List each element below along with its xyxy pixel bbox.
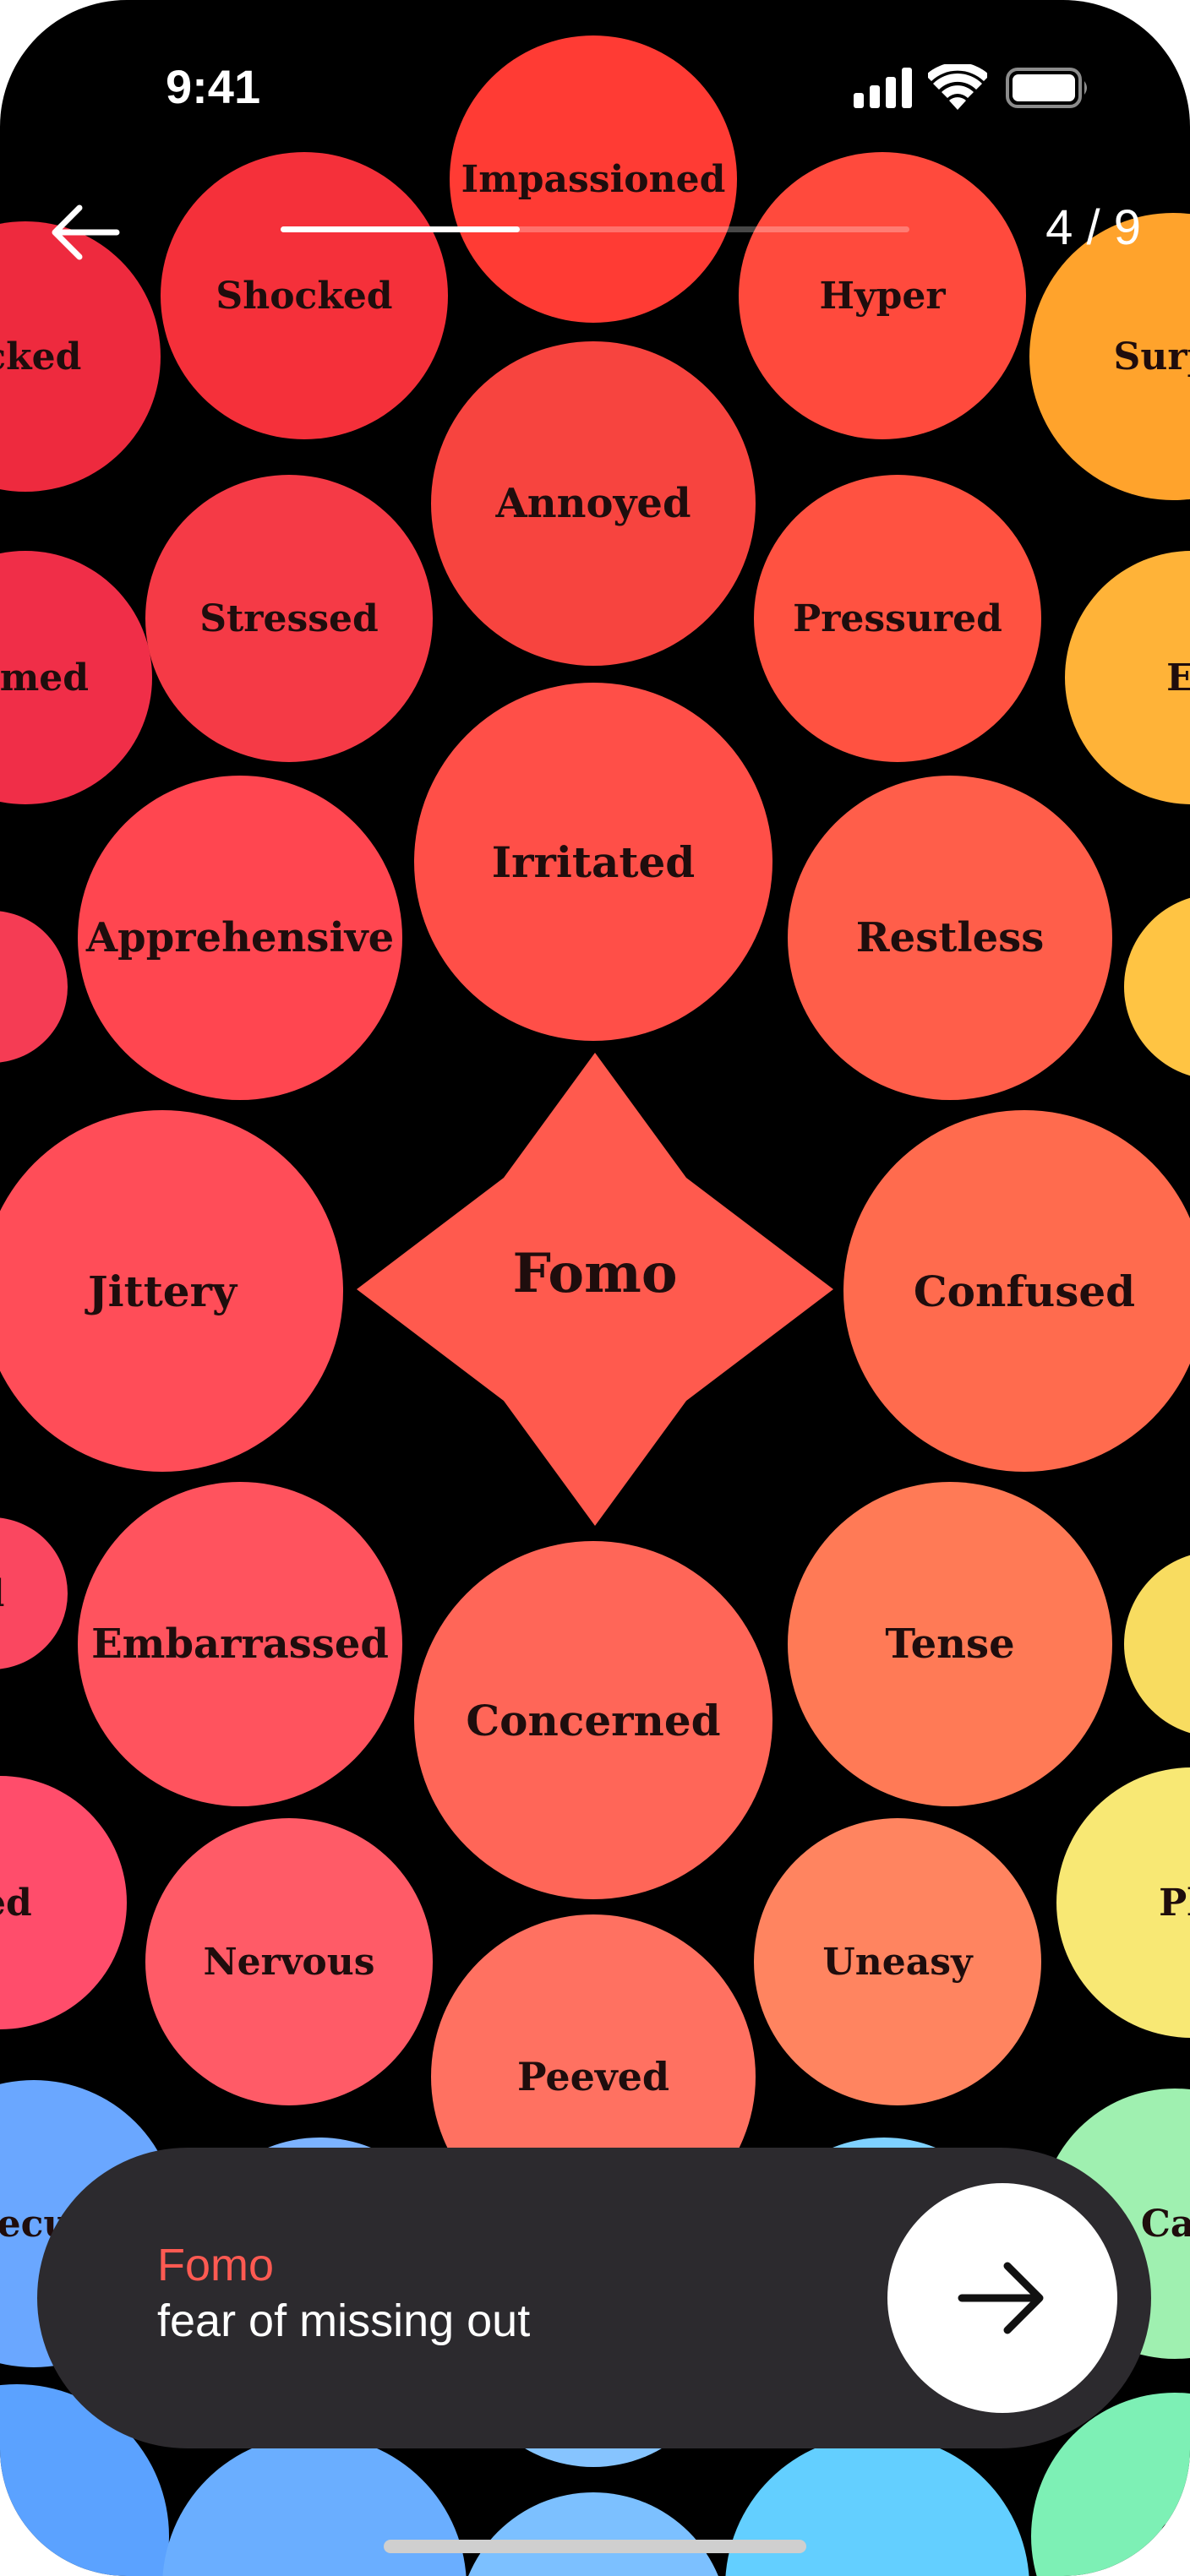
emotion-bubble-label: Irritated: [491, 836, 696, 887]
emotion-bubble-label: G: [1159, 2514, 1190, 2558]
center-emotion-label: Fomo: [512, 1242, 678, 1305]
progress-bar: [281, 226, 909, 232]
emotion-bubble-label: Hyper: [819, 274, 946, 318]
emotion-bubble-label: Impassioned: [461, 157, 726, 201]
emotion-bubble-label: icked: [0, 335, 82, 379]
emotion-bubble[interactable]: Irritated: [414, 683, 772, 1041]
emotion-bubble-label: t: [8, 2514, 26, 2558]
emotion-bubble-label: Stressed: [199, 596, 379, 640]
emotion-bubble[interactable]: Annoyed: [431, 341, 756, 666]
arrow-right-icon: [958, 2262, 1044, 2334]
emotion-bubble[interactable]: Restless: [788, 776, 1112, 1100]
emotion-bubble-label: Ex: [1166, 656, 1190, 700]
emotion-bubble-label: d: [0, 1572, 4, 1615]
emotion-bubble-label: Surpr: [1113, 335, 1190, 379]
emotion-bubble[interactable]: Tense: [788, 1482, 1112, 1806]
progress-bar-fill: [281, 226, 520, 232]
emotion-bubble[interactable]: Confused: [843, 1110, 1190, 1472]
next-button[interactable]: [887, 2183, 1117, 2413]
center-emotion-shape: [357, 1053, 833, 1526]
arrow-left-icon: [52, 204, 120, 260]
battery-icon: [1006, 68, 1087, 108]
emotion-bubble-label: Annoyed: [495, 480, 691, 527]
emotion-bubble-label: Tense: [885, 1620, 1015, 1668]
emotion-bubble-label: Ple: [1159, 1881, 1190, 1925]
emotion-bubble[interactable]: [725, 2435, 1029, 2576]
emotion-bubble[interactable]: Impassioned: [450, 35, 737, 323]
status-bar: 9:41: [0, 0, 1190, 169]
emotion-bubble[interactable]: Shocked: [161, 152, 448, 439]
emotion-bubble[interactable]: elmed: [0, 551, 152, 804]
emotion-bubble-label: Jittery: [87, 1266, 237, 1316]
emotion-bubble[interactable]: [0, 911, 68, 1063]
emotion-bubble[interactable]: Uneasy: [754, 1818, 1041, 2105]
back-button[interactable]: [47, 194, 123, 270]
home-indicator: [384, 2540, 806, 2553]
emotion-bubble[interactable]: Jittery: [0, 1110, 343, 1472]
emotion-bubble[interactable]: Embarrassed: [78, 1482, 402, 1806]
emotion-bubble-label: ied: [0, 1881, 32, 1925]
selected-emotion-word: Fomo: [157, 2240, 275, 2290]
emotion-bubble-label: Embarrassed: [91, 1620, 389, 1668]
emotion-bubble-label: Restless: [855, 914, 1045, 961]
emotion-bubble[interactable]: Pressured: [754, 475, 1041, 762]
emotion-bubble[interactable]: Stressed: [145, 475, 433, 762]
center-emotion-diamond: [357, 1053, 833, 1526]
emotion-bubble-label: Shocked: [216, 274, 393, 318]
emotion-bubble-label: Confused: [913, 1266, 1136, 1316]
emotion-bubble-label: Peeved: [516, 2054, 670, 2099]
wifi-icon: [928, 64, 987, 110]
emotion-bubble-label: Nervous: [203, 1940, 375, 1984]
emotion-bubble-label: Concerned: [466, 1695, 721, 1745]
emotion-bubble-label: Uneasy: [822, 1940, 973, 1984]
emotion-bubble-label: Cal: [1140, 2202, 1190, 2246]
emotion-bubble[interactable]: Concerned: [414, 1541, 772, 1899]
emotion-bubble[interactable]: Ple: [1056, 1767, 1190, 2038]
emotion-bubble[interactable]: [162, 2435, 467, 2576]
emotion-bubble[interactable]: Nervous: [145, 1818, 433, 2105]
emotion-bubble[interactable]: Apprehensive: [78, 776, 402, 1100]
emotion-bubble-label: elmed: [0, 656, 90, 700]
emotion-bubble[interactable]: [1124, 1551, 1190, 1737]
emotion-bubble[interactable]: Hyper: [739, 152, 1026, 439]
emotion-bubble[interactable]: ied: [0, 1776, 127, 2029]
selected-emotion-card: Fomo fear of missing out: [37, 2148, 1151, 2448]
emotion-bubble[interactable]: [458, 2492, 729, 2576]
signal-icon: [854, 68, 912, 108]
step-counter: 4 / 9: [1045, 200, 1141, 255]
emotion-bubble[interactable]: d: [0, 1517, 68, 1669]
emotion-bubble-label: Pressured: [793, 596, 1002, 640]
selected-emotion-definition: fear of missing out: [157, 2296, 531, 2346]
emotion-bubble-label: Apprehensive: [85, 914, 395, 961]
emotion-bubble[interactable]: Ex: [1065, 551, 1190, 804]
emotion-bubble[interactable]: Surpr: [1029, 213, 1190, 500]
status-time: 9:41: [166, 60, 261, 113]
emotion-bubble[interactable]: I: [1124, 894, 1190, 1080]
